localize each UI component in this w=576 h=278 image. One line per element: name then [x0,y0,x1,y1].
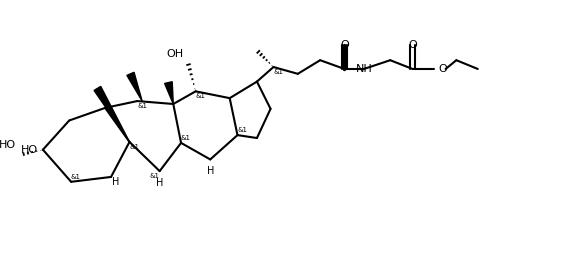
Text: &1: &1 [137,103,147,109]
Text: &1: &1 [181,135,191,141]
Text: &1: &1 [150,173,160,179]
Text: &1: &1 [71,174,81,180]
Text: NH: NH [355,64,372,74]
Polygon shape [127,72,142,101]
Text: &1: &1 [195,93,206,99]
Polygon shape [165,82,173,104]
Text: HO: HO [0,140,16,150]
Text: H: H [207,166,214,176]
Text: O: O [408,40,417,50]
Text: H: H [112,177,120,187]
Text: O: O [439,64,448,74]
Text: HO: HO [21,145,38,155]
Text: OH: OH [166,49,183,59]
Text: &1: &1 [130,144,139,150]
Text: H: H [156,178,164,188]
Text: &1: &1 [237,127,247,133]
Polygon shape [94,86,130,142]
Text: O: O [340,40,349,50]
Text: &1: &1 [274,69,283,75]
